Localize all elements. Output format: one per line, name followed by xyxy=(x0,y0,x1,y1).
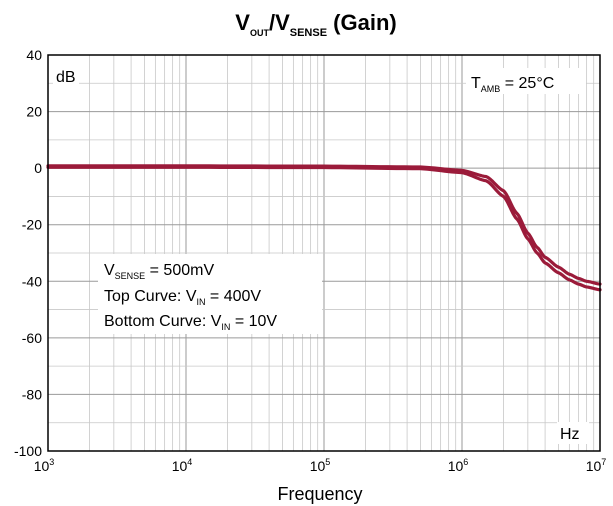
title-mid: /V xyxy=(269,10,290,35)
y-tick-label: 40 xyxy=(26,47,42,63)
y-tick-label: -80 xyxy=(22,386,42,402)
x-unit-label: Hz xyxy=(560,426,580,443)
y-tick-label: -40 xyxy=(22,273,42,289)
y-tick-label: -20 xyxy=(22,217,42,233)
db-label-bg xyxy=(53,65,79,87)
hz-label-bg xyxy=(557,422,589,444)
y-axis-ticks: 40 20 0 -20 -40 -60 -80 -100 xyxy=(14,47,42,459)
y-tick-label: -100 xyxy=(14,443,42,459)
y-unit-label: dB xyxy=(56,69,76,86)
x-tick-label: 106 xyxy=(448,457,469,474)
temp-annotation: TAMB = 25°C xyxy=(471,75,554,94)
series-layer xyxy=(46,164,602,292)
title-sub-out: OUT xyxy=(250,28,270,38)
x-tick-label: 107 xyxy=(586,457,607,474)
x-tick-label: 103 xyxy=(34,457,55,474)
x-axis-ticks: 103 104 105 106 107 xyxy=(34,457,607,474)
x-tick-label: 104 xyxy=(172,457,193,474)
y-tick-label: -60 xyxy=(22,330,42,346)
bottom-curve-annotation: Bottom Curve: VIN = 10V xyxy=(104,313,277,332)
title-sub-sense: SENSE xyxy=(290,27,327,39)
temp-annotation-bg xyxy=(466,68,586,94)
y-tick-label: 0 xyxy=(34,160,42,176)
grid xyxy=(47,54,601,452)
title-v: V xyxy=(235,10,250,35)
series-line-bottom xyxy=(46,165,602,292)
x-tick-label: 105 xyxy=(310,457,331,474)
y-tick-label: 20 xyxy=(26,104,42,120)
vsense-annotation: VSENSE = 500mV xyxy=(104,262,214,281)
plot-frame xyxy=(47,54,601,452)
conditions-box xyxy=(98,254,322,334)
x-axis-label: Frequency xyxy=(277,484,362,504)
chart-title: VOUT/VSENSE (Gain) xyxy=(235,10,396,39)
title-tail: (Gain) xyxy=(327,10,397,35)
top-curve-annotation: Top Curve: VIN = 400V xyxy=(104,288,261,307)
